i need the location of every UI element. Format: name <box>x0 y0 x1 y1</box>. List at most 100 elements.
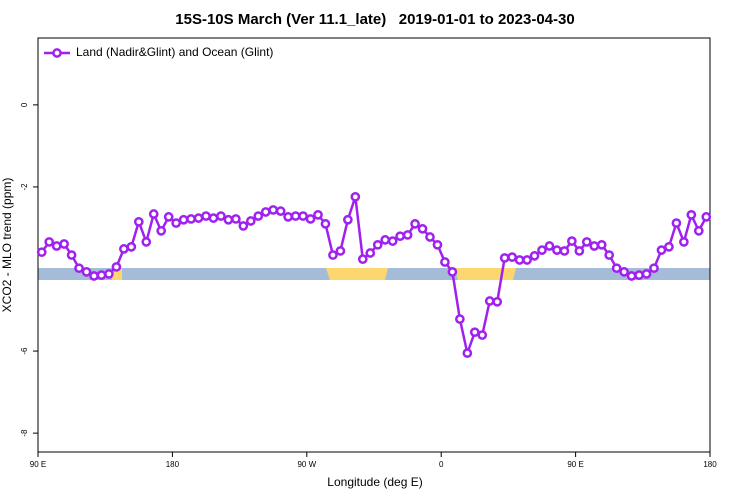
data-point <box>611 263 622 274</box>
data-point <box>328 250 338 260</box>
data-point <box>664 241 674 252</box>
x-axis-label: Longitude (deg E) <box>327 475 422 489</box>
data-point <box>51 241 62 251</box>
y-tick-label: -6 <box>20 347 29 355</box>
data-point <box>604 250 615 260</box>
data-point <box>701 212 712 222</box>
data-point <box>231 214 241 224</box>
data-point <box>268 205 279 215</box>
data-point <box>387 236 398 246</box>
data-point <box>567 236 577 246</box>
land-strip <box>455 268 516 280</box>
data-point <box>66 250 77 260</box>
data-point <box>417 223 428 234</box>
x-tick-label: 90 W <box>297 460 316 469</box>
data-point <box>238 221 249 231</box>
data-point <box>148 209 159 219</box>
data-point <box>402 230 413 240</box>
data-point <box>499 253 510 263</box>
data-point <box>544 241 555 251</box>
y-tick-label: -8 <box>20 429 29 437</box>
data-point <box>119 244 129 254</box>
data-point <box>693 225 704 236</box>
data-point <box>126 241 137 252</box>
data-point <box>395 231 405 242</box>
data-point <box>216 211 226 221</box>
data-point <box>343 214 353 225</box>
data-point <box>484 296 495 306</box>
x-tick-label: 90 E <box>567 460 583 469</box>
data-point <box>171 218 181 228</box>
data-point <box>679 237 689 247</box>
data-point <box>469 327 480 338</box>
data-point <box>104 269 114 279</box>
data-point <box>245 216 256 226</box>
data-point <box>596 239 607 250</box>
data-point <box>626 271 637 281</box>
surface-strip <box>38 268 710 280</box>
data-point <box>59 239 69 249</box>
data-point <box>581 237 592 247</box>
data-point <box>372 239 383 250</box>
data-point <box>686 209 697 220</box>
data-point <box>313 209 323 220</box>
data-point <box>432 239 443 250</box>
data-point <box>44 237 55 247</box>
data-point <box>253 211 264 221</box>
data-point <box>537 245 547 255</box>
data-point <box>455 314 465 324</box>
data-point <box>36 247 47 258</box>
data-point <box>163 212 174 222</box>
data-point <box>649 263 659 274</box>
data-point <box>74 263 84 274</box>
data-point <box>133 216 144 227</box>
land-strip <box>112 268 122 280</box>
data-point <box>208 213 219 223</box>
data-point <box>529 251 540 261</box>
x-tick-label: 90 E <box>30 460 46 469</box>
data-point <box>559 246 570 256</box>
data-point <box>335 246 346 256</box>
data-point <box>357 254 368 265</box>
data-point <box>447 267 458 277</box>
data-point <box>507 252 517 262</box>
data-point <box>320 219 331 229</box>
data-point <box>380 235 391 245</box>
data-point <box>201 211 211 221</box>
data-point <box>156 225 167 236</box>
data-point <box>81 267 92 277</box>
data-point <box>462 348 473 358</box>
x-tick-label: 180 <box>166 460 180 469</box>
data-point <box>410 219 420 229</box>
data-point <box>619 267 629 277</box>
data-point <box>634 270 644 281</box>
data-point <box>298 211 308 221</box>
data-point <box>671 218 682 228</box>
data-point <box>283 212 293 222</box>
data-point <box>96 270 107 281</box>
y-axis-label: XCO2 - MLO trend (ppm) <box>0 178 14 313</box>
data-point <box>111 262 122 272</box>
legend-label: Land (Nadir&Glint) and Ocean (Glint) <box>76 45 273 59</box>
data-point <box>193 213 204 223</box>
data-point <box>275 206 286 216</box>
data-point <box>178 214 189 225</box>
data-point <box>656 245 667 255</box>
chart-title: 15S-10S March (Ver 11.1_late) 2019-01-01… <box>175 11 574 28</box>
data-point <box>305 214 316 224</box>
data-point <box>425 232 435 242</box>
data-point <box>223 214 234 225</box>
data-point <box>477 330 488 340</box>
data-point <box>492 296 503 307</box>
data-point <box>552 245 562 255</box>
y-tick-label: -2 <box>20 183 29 191</box>
data-point <box>350 191 361 202</box>
plot-frame <box>37 37 711 453</box>
data-point <box>290 211 301 221</box>
data-point <box>141 237 152 247</box>
data-point <box>186 214 196 224</box>
data-point <box>260 207 271 217</box>
y-tick-label: 0 <box>20 102 29 107</box>
